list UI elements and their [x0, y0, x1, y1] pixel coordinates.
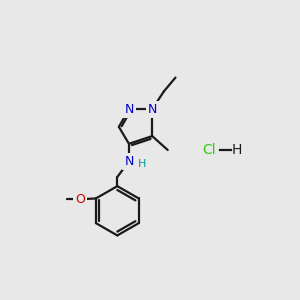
- Text: H: H: [138, 159, 147, 169]
- Text: N: N: [124, 155, 134, 168]
- Text: H: H: [232, 143, 242, 157]
- Text: N: N: [148, 103, 157, 116]
- Text: N: N: [124, 103, 134, 116]
- Text: Cl: Cl: [203, 143, 216, 157]
- Text: O: O: [75, 193, 85, 206]
